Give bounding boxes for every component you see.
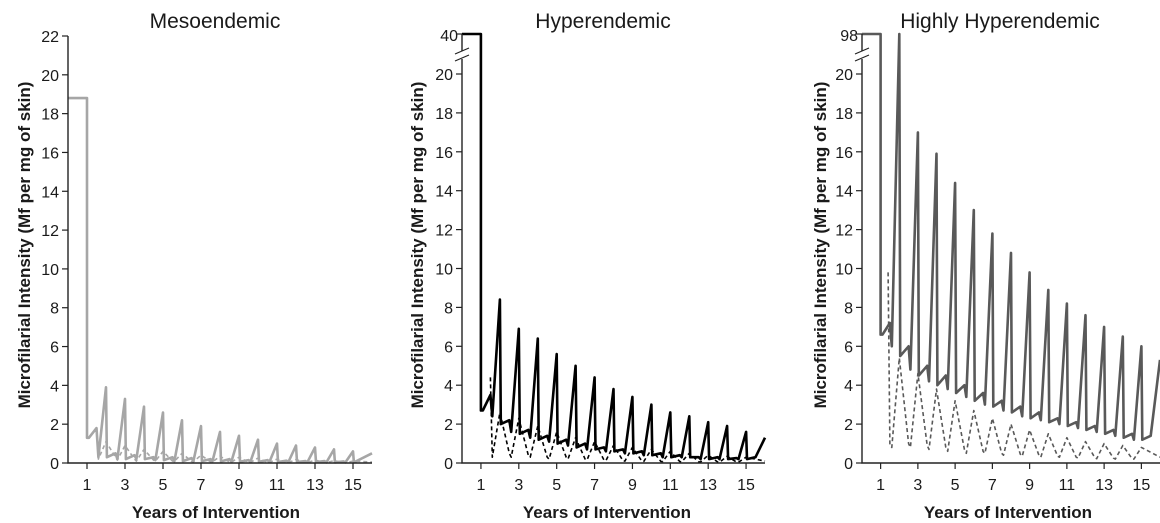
x-tick-label: 11 [1059,477,1076,494]
y-tick-label: 22 [41,29,59,46]
y-tick-label: 8 [444,300,453,317]
x-tick-label: 9 [628,477,637,494]
axis-break-stroke [854,54,870,62]
x-axis-label: Years of Intervention [132,503,300,522]
x-tick-label: 3 [514,477,523,494]
series-layer [462,32,767,463]
axes [861,34,1160,464]
y-tick-label: 16 [41,145,59,162]
panel-mesoendemic: Mesoendemic Microfilarial Intensity (Mf … [15,10,373,522]
y-tick-label: 4 [444,378,453,395]
axes [67,36,372,464]
y-tick-label: 14 [435,184,453,201]
x-tick-label: 11 [662,477,679,494]
x-tick-label: 13 [699,477,717,494]
axis-break-stroke [454,54,470,62]
x-ticks: 1 3 5 7 9 11 13 15 [83,463,362,494]
x-tick-label: 11 [269,477,286,494]
x-tick-label: 15 [1132,477,1150,494]
y-tick-label: 12 [835,223,853,240]
x-tick-label: 15 [737,477,755,494]
solid-series-line [68,96,373,464]
axis-break-marker [454,47,470,62]
dashed-series-line [95,428,373,464]
series-layer [862,32,1160,460]
x-tick-label: 15 [344,477,362,494]
y-tick-label: 10 [835,262,853,279]
x-tick-label: 1 [476,477,485,494]
axis-break-marker [854,47,870,62]
x-axis-label: Years of Intervention [523,503,691,522]
y-tick-label: 20 [435,67,453,84]
solid-series-line [862,32,1160,441]
y-ticks: 0 2 4 6 8 10 12 14 16 18 20 [835,33,862,473]
panel-title: Mesoendemic [150,10,281,33]
x-tick-label: 7 [590,477,599,494]
y-tick-label: 2 [844,417,853,434]
y-tick-label: 20 [41,68,59,85]
y-tick-label: 4 [844,378,853,395]
y-tick-label: 16 [835,145,853,162]
y-tick-label: 20 [835,67,853,84]
y-break-top-label: 40 [440,28,458,45]
x-tick-label: 9 [1025,477,1034,494]
x-tick-label: 7 [988,477,997,494]
y-ticks: 0 2 4 6 8 10 12 14 16 18 20 22 [41,29,68,473]
solid-series-line [462,32,767,461]
x-tick-label: 9 [235,477,244,494]
y-tick-label: 6 [50,340,59,357]
x-tick-label: 5 [159,477,168,494]
x-tick-label: 1 [876,477,885,494]
y-tick-label: 8 [844,300,853,317]
panel-hyperendemic: Hyperendemic Microfilarial Intensity (Mf… [408,10,767,522]
y-axis-label: Microfilarial Intensity (Mf per mg of sk… [811,82,830,409]
y-tick-label: 10 [41,262,59,279]
axes [461,34,765,464]
x-tick-label: 13 [306,477,324,494]
axis-break-stroke [854,47,870,55]
dashed-series-line [489,377,766,463]
panel-title: Hyperendemic [535,10,670,33]
series-layer [68,96,373,464]
panel-title: Highly Hyperendemic [900,10,1100,33]
y-tick-label: 12 [435,223,453,240]
x-tick-label: 5 [951,477,960,494]
axis-break-gap [854,51,870,59]
x-tick-label: 1 [83,477,92,494]
y-tick-label: 18 [41,107,59,124]
y-tick-label: 0 [444,456,453,473]
y-tick-label: 18 [435,106,453,123]
y-tick-label: 0 [50,456,59,473]
y-break-top-label: 98 [840,28,858,45]
y-ticks: 0 2 4 6 8 10 12 14 16 18 20 [435,33,462,473]
y-tick-label: 0 [844,456,853,473]
y-tick-label: 2 [444,417,453,434]
y-tick-label: 16 [435,145,453,162]
y-tick-label: 14 [41,184,59,201]
y-tick-label: 6 [444,339,453,356]
y-tick-label: 4 [50,378,59,395]
y-tick-label: 2 [50,417,59,434]
x-tick-label: 3 [913,477,922,494]
y-tick-label: 18 [835,106,853,123]
panel-highly-hyperendemic: Highly Hyperendemic Microfilarial Intens… [811,10,1160,522]
x-ticks: 1 3 5 7 9 11 13 15 [476,463,755,494]
x-ticks: 1 3 5 7 9 11 13 15 [876,463,1150,494]
y-tick-label: 8 [50,301,59,318]
axis-break-gap [454,51,470,59]
y-tick-label: 6 [844,339,853,356]
axis-break-stroke [454,47,470,55]
y-tick-label: 14 [835,184,853,201]
x-tick-label: 5 [552,477,561,494]
y-axis-label: Microfilarial Intensity (Mf per mg of sk… [408,82,427,409]
x-tick-label: 13 [1095,477,1113,494]
x-tick-label: 3 [121,477,130,494]
dashed-series-line [887,272,1160,460]
y-tick-label: 12 [41,223,59,240]
y-axis-label: Microfilarial Intensity (Mf per mg of sk… [15,82,34,409]
x-axis-label: Years of Intervention [924,503,1092,522]
y-tick-label: 10 [435,262,453,279]
x-tick-label: 7 [197,477,206,494]
